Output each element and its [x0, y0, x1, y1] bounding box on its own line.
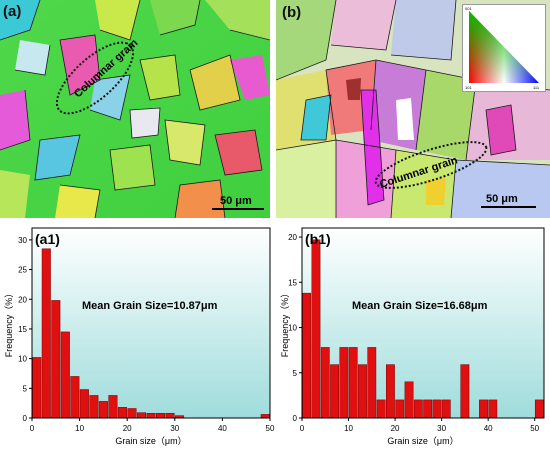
- histogram-bar: [41, 248, 51, 419]
- y-tick-label: 15: [288, 278, 297, 287]
- y-tick-label: 5: [23, 384, 28, 393]
- x-tick-label: 30: [170, 424, 179, 433]
- histogram-bar: [339, 347, 349, 419]
- histogram-bar: [432, 399, 442, 419]
- histogram-bar: [60, 331, 70, 419]
- histogram-bar: [108, 395, 118, 419]
- plot-frame: [31, 227, 271, 419]
- scale-text-a: 50 μm: [220, 195, 252, 207]
- y-tick-label: 30: [18, 236, 27, 245]
- histogram-bar: [376, 399, 386, 419]
- histogram-bar: [70, 376, 80, 419]
- y-tick-label: 15: [18, 325, 27, 334]
- histogram-bar: [441, 399, 451, 419]
- histogram-bar: [534, 399, 544, 419]
- histogram-bar: [260, 414, 270, 419]
- y-tick-label: 25: [18, 266, 27, 275]
- y-axis-label: Frequency（%）: [280, 289, 290, 358]
- x-tick-label: 40: [484, 424, 493, 433]
- histogram-bar: [460, 364, 470, 419]
- y-tick-label: 0: [23, 414, 28, 423]
- mean-grain-size-annotation: Mean Grain Size=10.87μm: [82, 300, 218, 312]
- x-axis-label: Grain size（μm）: [115, 436, 186, 446]
- histogram-bar: [479, 399, 488, 419]
- histogram-bar: [320, 347, 330, 419]
- histogram-bar: [117, 407, 127, 419]
- panel-label-a: (a): [3, 3, 22, 20]
- scale-text-b: 50 μm: [486, 193, 518, 205]
- ebsd-map-b: Columnar grain (b) 001 101 111 50 μm: [276, 0, 550, 218]
- histogram-bar: [165, 413, 175, 419]
- x-tick-label: 0: [30, 424, 35, 433]
- histogram-bar: [146, 413, 156, 419]
- x-tick-label: 50: [530, 424, 539, 433]
- ebsd-map-a: Columnar grain (a) 50 μm: [0, 0, 270, 218]
- x-tick-label: 40: [218, 424, 227, 433]
- chart-panel-label: (b1): [305, 231, 331, 247]
- histogram-bar: [136, 412, 146, 419]
- y-tick-label: 0: [293, 414, 298, 423]
- histogram-a1: 0 10 20 30 40 50 0 5 10 15 20 25 30 Grain size（μm） Fre…: [0, 222, 276, 449]
- y-tick-label: 10: [288, 324, 297, 333]
- histogram-bar: [156, 413, 166, 419]
- histogram-bar: [404, 381, 414, 419]
- panel-label-b: (b): [282, 4, 302, 21]
- ebsd-map-a-image: Columnar grain: [0, 0, 270, 218]
- x-tick-label: 0: [300, 424, 305, 433]
- ipf-label-111: 111: [533, 85, 540, 90]
- histogram-bar: [413, 399, 423, 419]
- x-tick-label: 30: [437, 424, 446, 433]
- y-tick-label: 20: [288, 233, 297, 242]
- x-tick-label: 10: [75, 424, 84, 433]
- histogram-bar: [32, 357, 42, 419]
- y-tick-label: 5: [293, 369, 298, 378]
- plot-frame: [301, 227, 545, 419]
- y-tick-label: 10: [18, 355, 27, 364]
- histogram-bar: [423, 399, 433, 419]
- histogram-bar: [51, 300, 61, 419]
- histogram-bar: [395, 399, 405, 419]
- histogram-bar: [348, 347, 358, 419]
- scale-bar-b: [481, 206, 536, 208]
- ipf-label-101: 101: [465, 85, 472, 90]
- histogram-bar: [330, 364, 339, 419]
- ipf-color-key: 001 101 111: [462, 4, 546, 92]
- x-tick-label: 20: [391, 424, 400, 433]
- y-tick-label: 20: [18, 295, 27, 304]
- chart-panel-label: (a1): [35, 231, 60, 247]
- histogram-bar: [79, 389, 89, 419]
- mean-grain-size-annotation: Mean Grain Size=16.68μm: [352, 300, 488, 312]
- histogram-bar: [89, 395, 99, 419]
- x-tick-label: 10: [344, 424, 353, 433]
- histogram-bar: [367, 347, 377, 419]
- histogram-bar: [386, 364, 395, 419]
- columnar-grain-outline-b: [374, 141, 488, 189]
- histogram-bar: [488, 399, 498, 419]
- histogram-bar: [358, 364, 367, 419]
- histogram-a1-svg: 0 10 20 30 40 50 0 5 10 15 20 25 30 Grain size（μm） Fre…: [4, 227, 275, 446]
- y-axis-label: Frequency（%）: [4, 289, 14, 358]
- ipf-label-001: 001: [465, 6, 472, 11]
- histogram-b1-svg: 0 10 20 30 40 50 0 5 10 15 20 Grain size（μm） Frequen…: [280, 227, 545, 446]
- x-tick-label: 50: [266, 424, 275, 433]
- histogram-bar: [98, 401, 108, 419]
- histogram-bar: [127, 408, 137, 419]
- histogram-bar: [311, 239, 321, 419]
- histogram-b1: 0 10 20 30 40 50 0 5 10 15 20 Grain size（μm） Frequen…: [276, 222, 550, 449]
- x-tick-label: 20: [123, 424, 132, 433]
- x-axis-label: Grain size（μm）: [387, 436, 458, 446]
- histogram-bar: [302, 292, 312, 419]
- scale-bar-a: [212, 208, 264, 210]
